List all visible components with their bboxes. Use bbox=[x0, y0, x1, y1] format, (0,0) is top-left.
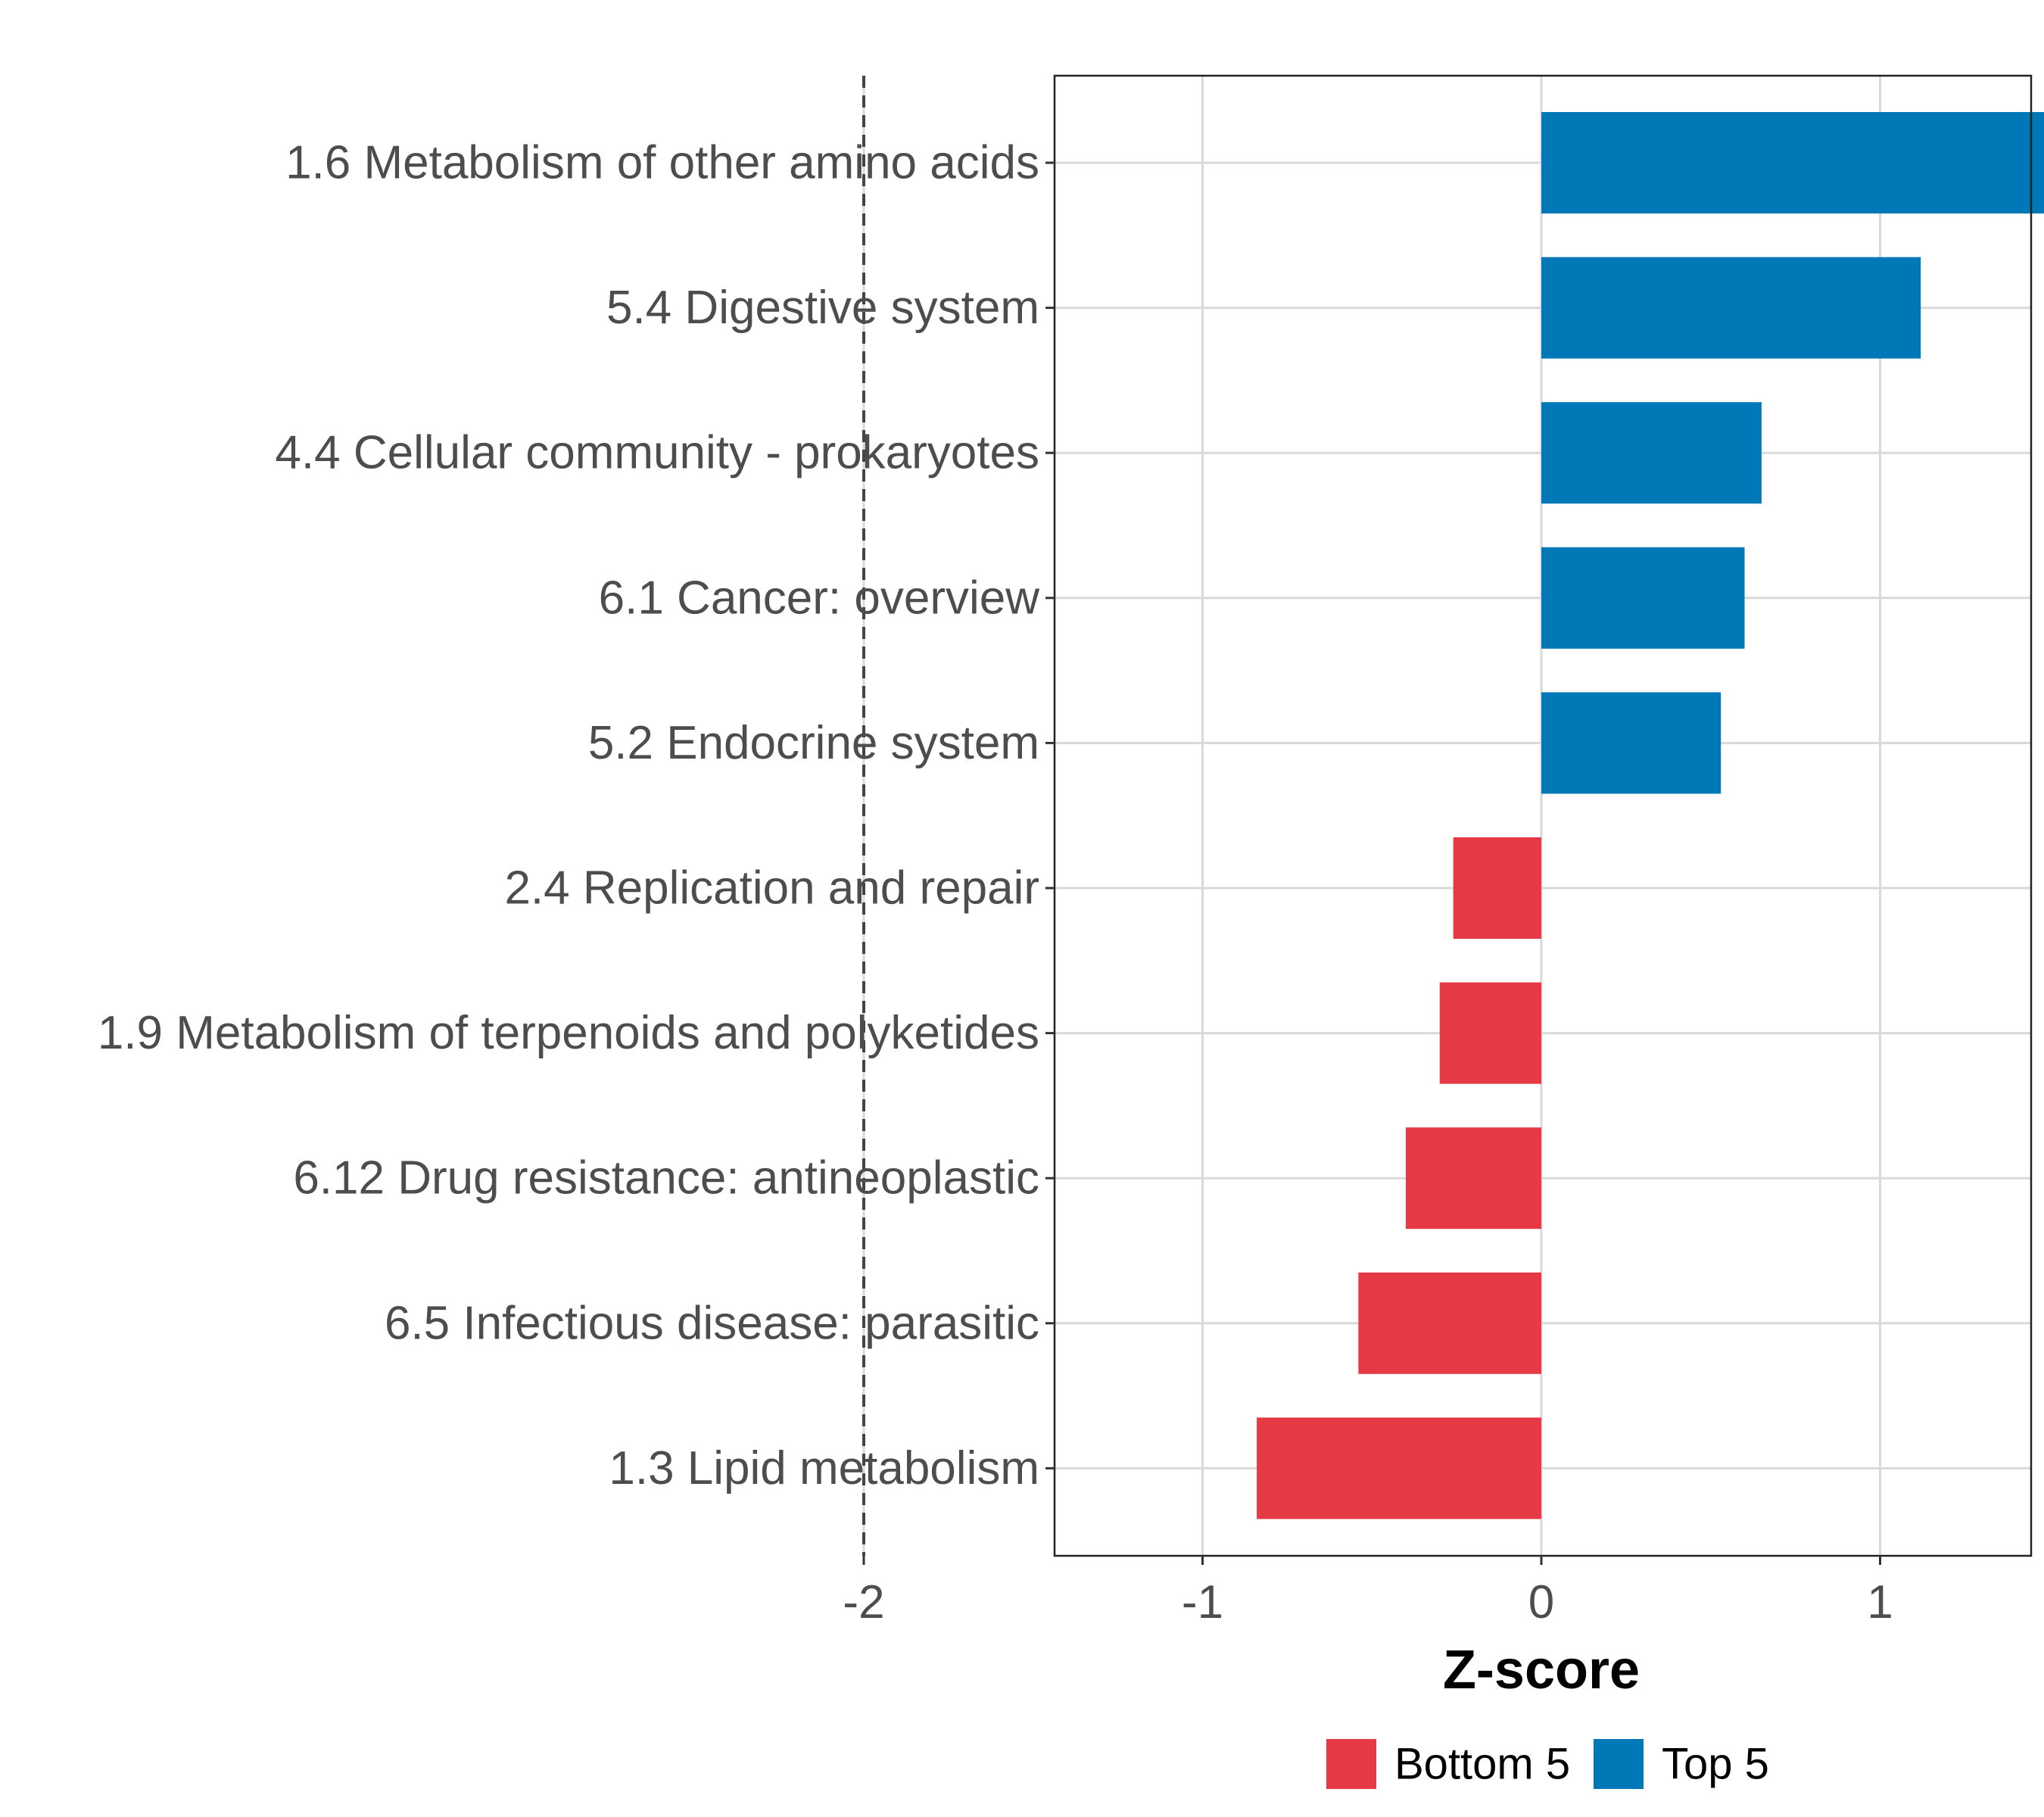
y-tick-label: 1.9 Metabolism of terpenoids and polyket… bbox=[98, 1007, 1039, 1059]
bar bbox=[1541, 402, 1762, 504]
bar bbox=[1439, 982, 1541, 1084]
x-tick-label: 0 bbox=[1528, 1576, 1554, 1628]
legend-swatch bbox=[1594, 1739, 1644, 1789]
bar bbox=[1541, 547, 1745, 649]
x-axis-tick-labels: -2-1012 bbox=[843, 1576, 1893, 1628]
y-tick-label: 5.2 Endocrine system bbox=[588, 717, 1039, 769]
bar bbox=[1257, 1417, 1541, 1519]
plot-panel-border bbox=[1053, 74, 2033, 1557]
legend-swatch bbox=[1326, 1739, 1376, 1789]
x-tick-label: -2 bbox=[843, 1576, 884, 1628]
x-axis-title: Z-score bbox=[1443, 1640, 1640, 1700]
x-tick-label: 1 bbox=[1867, 1576, 1893, 1628]
bar bbox=[1453, 837, 1541, 939]
reference-lines bbox=[862, 76, 865, 1556]
bar bbox=[1406, 1127, 1541, 1230]
x-tick-label: -1 bbox=[1182, 1576, 1223, 1628]
y-tick-label: 1.6 Metabolism of other amino acids bbox=[285, 137, 1039, 189]
y-tick-label: 6.12 Drug resistance: antineoplastic bbox=[293, 1152, 1039, 1205]
y-tick-label: 6.5 Infectious disease: parasitic bbox=[385, 1297, 1039, 1349]
bar bbox=[1541, 692, 1722, 794]
y-tick-label: 6.1 Cancer: overview bbox=[599, 572, 1040, 624]
bar bbox=[1541, 112, 2044, 213]
legend-label: Bottom 5 bbox=[1394, 1740, 1570, 1789]
y-tick-label: 5.4 Digestive system bbox=[606, 282, 1039, 334]
y-axis-labels: 1.6 Metabolism of other amino acids 5.4 D… bbox=[98, 137, 1039, 1494]
y-tick-label: 4.4 Cellular community - prokaryotes bbox=[275, 427, 1039, 479]
y-tick-label: 1.3 Lipid metabolism bbox=[609, 1442, 1039, 1494]
bar bbox=[1541, 257, 1921, 359]
bars bbox=[1257, 112, 2044, 1519]
y-tick-label: 2.4 Replication and repair bbox=[504, 862, 1039, 915]
legend-label: Top 5 bbox=[1662, 1740, 1769, 1789]
y-axis-ticks bbox=[1045, 161, 1055, 1469]
x-axis-ticks bbox=[862, 1556, 1881, 1565]
legend: Bottom 5 Top 5 bbox=[1326, 1739, 1769, 1789]
bar bbox=[1358, 1272, 1541, 1374]
